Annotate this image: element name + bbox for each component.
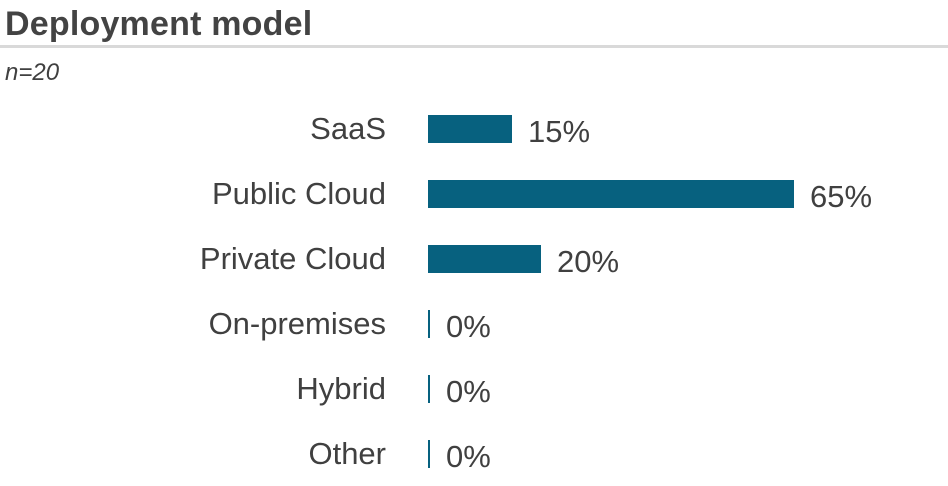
chart-title: Deployment model [5, 5, 313, 43]
value-label: 0% [446, 308, 491, 344]
bar [428, 114, 512, 143]
title-divider [0, 45, 948, 48]
chart-row: On-premises 0% [0, 291, 948, 356]
value-label: 0% [446, 373, 491, 409]
chart-row: Other 0% [0, 421, 948, 486]
category-label: Other [308, 435, 386, 471]
bar-area: 0% [428, 356, 948, 421]
category-label: Private Cloud [199, 240, 386, 276]
bar-area: 0% [428, 291, 948, 356]
bar-area: 20% [428, 226, 948, 291]
zero-value-tick [428, 309, 430, 338]
category-label: Hybrid [296, 370, 386, 406]
sample-size-label: n=20 [5, 59, 60, 86]
category-label: Public Cloud [211, 175, 386, 211]
value-label: 20% [557, 243, 620, 279]
chart-row: Hybrid 0% [0, 356, 948, 421]
bar-area: 0% [428, 421, 948, 486]
chart-row: Public Cloud 65% [0, 161, 948, 226]
value-label: 15% [528, 113, 591, 149]
chart-row: SaaS 15% [0, 96, 948, 161]
bar-chart: SaaS 15% Public Cloud 65% Private Cloud 20% On… [0, 96, 948, 486]
zero-value-tick [428, 374, 430, 403]
category-label: On-premises [208, 305, 386, 341]
value-label: 0% [446, 438, 491, 474]
bar-area: 15% [428, 96, 948, 161]
bar [428, 244, 541, 273]
bar [428, 179, 794, 208]
bar-area: 65% [428, 161, 948, 226]
zero-value-tick [428, 439, 430, 468]
category-label: SaaS [310, 110, 386, 146]
chart-row: Private Cloud 20% [0, 226, 948, 291]
value-label: 65% [810, 178, 873, 214]
